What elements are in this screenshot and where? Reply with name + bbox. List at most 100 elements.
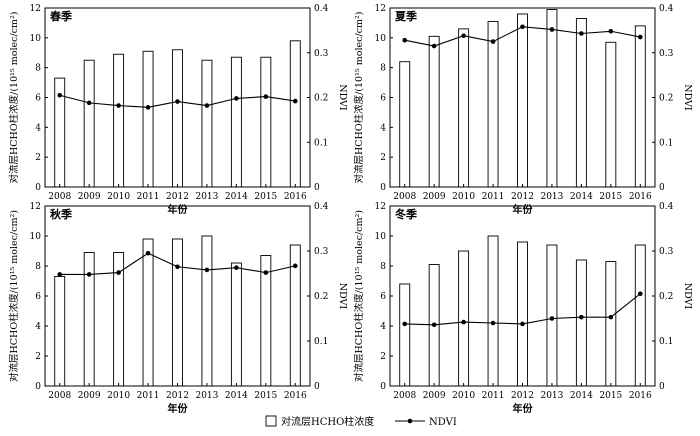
x-tick-label: 2010 bbox=[452, 391, 475, 401]
right-tick-label: 0 bbox=[314, 382, 320, 392]
x-tick-label: 2009 bbox=[423, 192, 446, 202]
ndvi-point-2015 bbox=[263, 94, 269, 99]
hcho-bar-2009 bbox=[428, 35, 440, 188]
left-tick-label: 12 bbox=[30, 202, 41, 212]
x-tick-label: 2016 bbox=[284, 391, 307, 401]
left-tick-label: 2 bbox=[35, 153, 41, 163]
right-tick-label: 0 bbox=[314, 183, 320, 193]
right-axis-label: NDVI bbox=[682, 84, 693, 111]
x-tick-label: 2008 bbox=[48, 192, 71, 202]
ndvi-point-2013 bbox=[549, 27, 555, 32]
left-tick-label: 6 bbox=[380, 292, 386, 302]
left-tick-label: 6 bbox=[35, 292, 41, 302]
hcho-bar-2015 bbox=[605, 41, 617, 188]
chart-panel-2: 0 2 4 6 8 10 12 0 0.1 0.2 0.3 0.4 2008 2009 2010 2011 20… bbox=[8, 202, 348, 415]
ndvi-point-2012 bbox=[520, 321, 525, 327]
left-tick-label: 12 bbox=[375, 4, 386, 14]
season-title: 冬季 bbox=[395, 207, 418, 221]
left-axis-label: 对流层HCHO柱浓度/(10¹⁵ molec/cm²) bbox=[8, 11, 20, 183]
ndvi-point-2013 bbox=[549, 316, 555, 321]
x-tick-label: 2015 bbox=[254, 391, 277, 401]
x-axis-label: 年份 bbox=[513, 203, 534, 216]
x-tick-label: 2014 bbox=[225, 391, 248, 401]
x-tick-label: 2009 bbox=[78, 192, 101, 202]
left-tick-label: 10 bbox=[30, 232, 42, 242]
hcho-bar-2011 bbox=[487, 20, 499, 188]
x-tick-label: 2010 bbox=[107, 192, 130, 202]
chart-panel-0: 0 2 4 6 8 10 12 0 0.1 0.2 0.3 0.4 2008 2009 2010 2011 20… bbox=[8, 4, 348, 216]
x-tick-label: 2016 bbox=[629, 192, 652, 202]
left-tick-label: 4 bbox=[380, 322, 386, 332]
left-tick-label: 4 bbox=[35, 322, 41, 332]
hcho-bar-2008 bbox=[399, 283, 411, 387]
left-tick-label: 8 bbox=[35, 64, 41, 74]
hcho-bar-2009 bbox=[83, 59, 95, 188]
left-tick-label: 10 bbox=[30, 34, 42, 44]
left-tick-label: 4 bbox=[35, 123, 41, 133]
ndvi-point-2012 bbox=[175, 264, 180, 270]
x-tick-label: 2015 bbox=[599, 391, 622, 401]
ndvi-point-2009 bbox=[86, 100, 92, 106]
left-tick-label: 8 bbox=[35, 262, 41, 272]
hcho-bar-2015 bbox=[605, 261, 617, 387]
left-tick-label: 4 bbox=[380, 123, 386, 133]
x-tick-label: 2012 bbox=[511, 192, 534, 202]
right-tick-label: 0.3 bbox=[314, 247, 329, 257]
hcho-bar-2011 bbox=[142, 238, 154, 387]
right-tick-label: 0.2 bbox=[314, 292, 328, 302]
ndvi-point-2010 bbox=[461, 319, 466, 325]
hcho-bar-2012 bbox=[517, 13, 528, 188]
ndvi-point-2012 bbox=[520, 24, 525, 30]
chart-panel-3: 0 2 4 6 8 10 12 0 0.1 0.2 0.3 0.4 2008 2009 2010 2011 20… bbox=[353, 202, 693, 415]
right-tick-label: 0 bbox=[659, 183, 665, 193]
right-tick-label: 0.4 bbox=[314, 4, 329, 14]
right-tick-label: 0.4 bbox=[659, 4, 674, 14]
left-tick-label: 8 bbox=[380, 262, 386, 272]
legend-line-label: NDVI bbox=[429, 417, 457, 428]
ndvi-point-2012 bbox=[175, 99, 180, 104]
right-axis-label: NDVI bbox=[337, 84, 348, 111]
ndvi-point-2014 bbox=[579, 31, 584, 36]
ndvi-point-2010 bbox=[116, 270, 121, 275]
right-tick-label: 0.3 bbox=[659, 247, 674, 257]
x-axis-label: 年份 bbox=[513, 402, 534, 415]
ndvi-point-2016 bbox=[292, 263, 298, 269]
ndvi-point-2011 bbox=[145, 105, 151, 110]
season-title: 夏季 bbox=[395, 9, 418, 23]
x-tick-label: 2012 bbox=[166, 391, 189, 401]
legend-bar-swatch bbox=[265, 415, 277, 427]
x-tick-label: 2008 bbox=[393, 192, 416, 202]
left-tick-label: 6 bbox=[35, 94, 41, 104]
x-tick-label: 2013 bbox=[540, 391, 563, 401]
x-tick-label: 2014 bbox=[225, 192, 248, 202]
hcho-bar-2016 bbox=[634, 25, 646, 188]
hcho-bar-2013 bbox=[201, 235, 213, 387]
hcho-bar-2013 bbox=[201, 59, 213, 188]
left-axis-label: 对流层HCHO柱浓度/(10¹⁵ molec/cm²) bbox=[353, 11, 365, 183]
x-tick-label: 2010 bbox=[107, 391, 130, 401]
left-tick-label: 0 bbox=[380, 183, 386, 193]
x-tick-label: 2010 bbox=[452, 192, 475, 202]
hcho-bar-2010 bbox=[113, 53, 125, 188]
ndvi-point-2014 bbox=[579, 314, 584, 320]
ndvi-point-2009 bbox=[431, 322, 437, 328]
x-tick-label: 2012 bbox=[511, 391, 534, 401]
ndvi-point-2009 bbox=[86, 272, 92, 277]
season-title: 秋季 bbox=[50, 207, 73, 221]
right-tick-label: 0.1 bbox=[314, 337, 328, 347]
hcho-bar-2015 bbox=[260, 56, 272, 188]
legend-bar-label: 对流层HCHO柱浓度 bbox=[281, 415, 374, 428]
ndvi-point-2010 bbox=[461, 33, 466, 39]
hcho-bar-2010 bbox=[458, 28, 470, 188]
x-tick-label: 2011 bbox=[137, 192, 160, 202]
left-tick-label: 0 bbox=[35, 183, 41, 193]
ndvi-point-2011 bbox=[145, 250, 151, 256]
left-tick-label: 2 bbox=[380, 352, 386, 362]
left-tick-label: 8 bbox=[380, 64, 386, 74]
right-tick-label: 0.1 bbox=[659, 138, 673, 148]
ndvi-point-2008 bbox=[402, 37, 408, 43]
hcho-bar-2014 bbox=[230, 262, 242, 387]
right-tick-label: 0 bbox=[659, 382, 665, 392]
ndvi-point-2011 bbox=[490, 320, 496, 326]
right-axis-label: NDVI bbox=[337, 283, 348, 310]
